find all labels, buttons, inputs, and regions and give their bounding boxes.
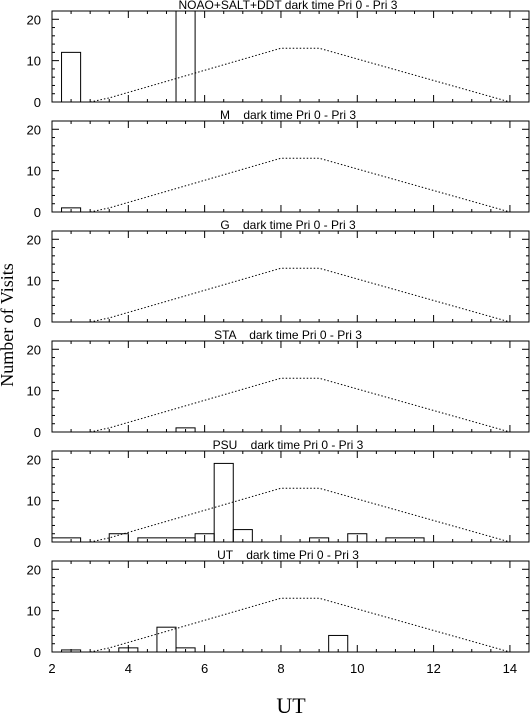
visibility-envelope-line	[90, 487, 511, 543]
histogram-bar	[61, 649, 82, 653]
histogram-bar	[328, 634, 349, 653]
y-tick-label: 20	[27, 232, 41, 247]
y-tick-label: 20	[27, 562, 41, 577]
x-tick-label: 14	[503, 661, 517, 676]
y-tick-label: 10	[27, 274, 41, 289]
y-tick-label: 20	[27, 342, 41, 357]
visibility-envelope-line	[90, 597, 511, 653]
y-tick-label: 0	[34, 95, 41, 110]
x-tick-label: 2	[48, 661, 55, 676]
y-tick-label: 10	[27, 164, 41, 179]
x-tick-label: 4	[125, 661, 132, 676]
x-tick-label: 10	[350, 661, 364, 676]
panel-title: NOAO+SALT+DDT dark time Pri 0 - Pri 3	[179, 0, 398, 12]
chart-panel-1: NOAO+SALT+DDT dark time Pri 0 - Pri 3 0 10…	[27, 0, 530, 110]
histogram-bar	[51, 537, 82, 543]
y-axis-label: Number of Visits	[0, 263, 17, 387]
visibility-envelope-line	[90, 267, 511, 323]
panel-frame	[51, 340, 530, 433]
y-tick-label: 0	[34, 315, 41, 330]
histogram-bar	[347, 533, 368, 543]
x-tick-label: 6	[201, 661, 208, 676]
histogram-bar	[232, 529, 253, 543]
histogram-bar	[156, 626, 177, 653]
y-tick-label: 10	[27, 604, 41, 619]
histogram-bar	[309, 537, 330, 543]
y-tick-label: 0	[34, 535, 41, 550]
panel-frame	[51, 560, 530, 653]
chart-panel-6: UT dark time Pri 0 - Pri 3 0 10 20	[27, 548, 530, 660]
histogram-bar	[108, 533, 129, 543]
histogram-bar	[118, 647, 139, 653]
y-tick-label: 10	[27, 54, 41, 69]
panels-group: NOAO+SALT+DDT dark time Pri 0 - Pri 3 0 10…	[27, 0, 530, 676]
histogram-bar	[175, 647, 196, 653]
x-axis-label: UT	[276, 693, 306, 716]
panel-frame	[51, 120, 530, 213]
histogram-bar	[213, 462, 234, 543]
y-tick-label: 20	[27, 452, 41, 467]
y-tick-label: 10	[27, 384, 41, 399]
histogram-bar	[175, 427, 196, 433]
panel-title: PSU dark time Pri 0 - Pri 3	[213, 438, 364, 452]
chart-panel-5: PSU dark time Pri 0 - Pri 3 0 10 20	[27, 438, 530, 550]
y-tick-label: 0	[34, 645, 41, 660]
visibility-envelope-line	[90, 47, 511, 103]
y-tick-label: 20	[27, 12, 41, 27]
histogram-bar	[385, 537, 425, 543]
y-tick-label: 0	[34, 205, 41, 220]
visibility-envelope-line	[90, 157, 511, 213]
histogram-bar	[61, 207, 82, 213]
chart-panel-4: STA dark time Pri 0 - Pri 3 0 10 20	[27, 328, 530, 440]
panel-title: STA dark time Pri 0 - Pri 3	[214, 328, 362, 342]
x-tick-label: 8	[277, 661, 284, 676]
panel-frame	[51, 230, 530, 323]
chart-panel-3: G dark time Pri 0 - Pri 3 0 10 20	[27, 218, 530, 330]
x-tick-label: 12	[426, 661, 440, 676]
y-tick-label: 10	[27, 494, 41, 509]
panel-frame	[51, 450, 530, 543]
histogram-bar	[175, 10, 196, 103]
panel-title: UT dark time Pri 0 - Pri 3	[217, 548, 359, 562]
visibility-envelope-line	[90, 377, 511, 433]
panel-title: G dark time Pri 0 - Pri 3	[220, 218, 356, 232]
panel-frame	[51, 10, 530, 103]
chart-panel-2: M dark time Pri 0 - Pri 3 0 10 20	[27, 108, 530, 220]
y-tick-label: 20	[27, 122, 41, 137]
histogram-bar	[61, 51, 82, 103]
panel-title: M dark time Pri 0 - Pri 3	[220, 108, 356, 122]
y-tick-label: 0	[34, 425, 41, 440]
